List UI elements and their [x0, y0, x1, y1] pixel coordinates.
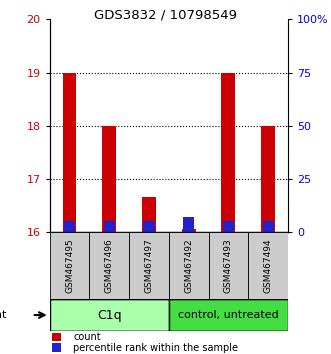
Bar — [102, 126, 116, 232]
Bar — [142, 198, 156, 232]
Bar — [50, 299, 169, 331]
Text: count: count — [73, 332, 101, 342]
Bar — [63, 73, 76, 232]
Bar — [52, 333, 61, 341]
Bar — [223, 221, 234, 232]
Bar — [143, 221, 155, 232]
Bar — [129, 232, 169, 299]
Text: control, untreated: control, untreated — [178, 310, 279, 320]
Text: GSM467494: GSM467494 — [263, 238, 273, 293]
Text: GSM467492: GSM467492 — [184, 238, 193, 293]
Bar — [50, 232, 89, 299]
Bar — [248, 232, 288, 299]
Text: percentile rank within the sample: percentile rank within the sample — [73, 343, 238, 353]
Bar — [183, 217, 194, 232]
Bar — [104, 221, 115, 232]
Bar — [221, 73, 235, 232]
Text: GSM467493: GSM467493 — [224, 238, 233, 293]
Text: GDS3832 / 10798549: GDS3832 / 10798549 — [94, 9, 237, 22]
Text: GSM467497: GSM467497 — [144, 238, 154, 293]
Bar — [169, 232, 209, 299]
Bar — [262, 221, 274, 232]
Bar — [64, 221, 75, 232]
Text: C1q: C1q — [97, 309, 121, 321]
Bar — [169, 299, 288, 331]
Text: agent: agent — [0, 310, 7, 320]
Text: GSM467495: GSM467495 — [65, 238, 74, 293]
Text: GSM467496: GSM467496 — [105, 238, 114, 293]
Bar — [182, 229, 196, 232]
Bar — [52, 343, 61, 352]
Bar — [209, 232, 248, 299]
Bar — [89, 232, 129, 299]
Bar — [261, 126, 275, 232]
